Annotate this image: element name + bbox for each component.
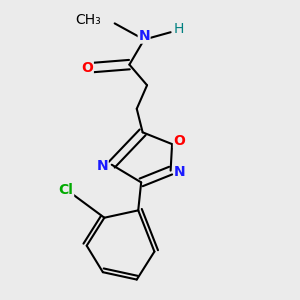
Text: N: N: [138, 29, 150, 43]
Text: O: O: [173, 134, 185, 148]
Text: CH₃: CH₃: [76, 13, 101, 27]
Text: H: H: [174, 22, 184, 36]
Text: Cl: Cl: [58, 183, 74, 197]
Text: N: N: [174, 165, 186, 179]
Text: O: O: [81, 61, 93, 75]
Text: N: N: [97, 159, 108, 173]
